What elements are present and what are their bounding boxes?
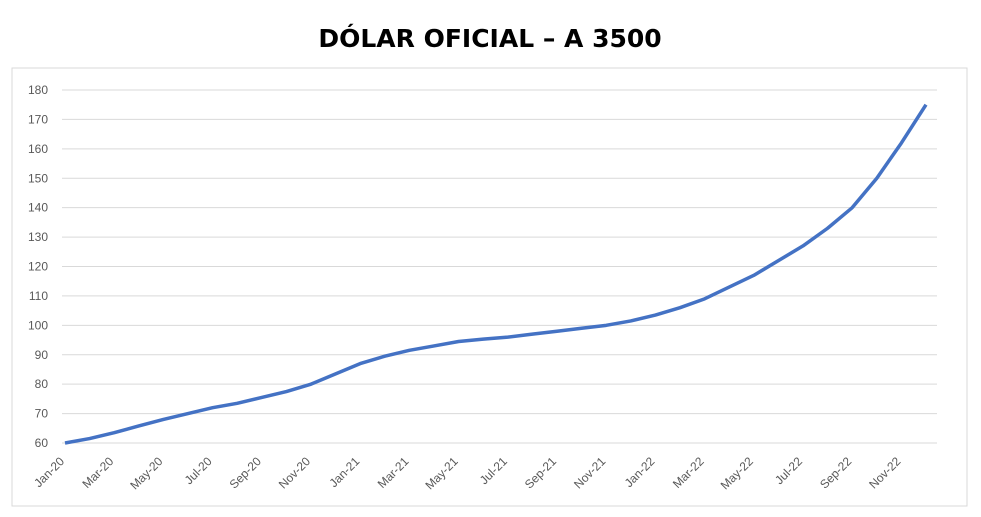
y-tick-label: 160 (28, 142, 48, 156)
y-tick-label: 60 (35, 436, 49, 450)
x-tick-label: May-22 (718, 454, 756, 492)
x-tick-label: Jan-20 (31, 454, 67, 490)
x-tick-label: Mar-21 (375, 454, 412, 491)
data-line (64, 103, 928, 445)
x-tick-label: Jan-21 (326, 454, 362, 490)
x-tick-label: Jul-22 (772, 454, 805, 487)
x-tick-label: Sep-22 (817, 454, 854, 491)
x-tick-label: Mar-20 (80, 454, 117, 491)
x-tick-label: Jan-22 (622, 454, 658, 490)
x-tick-label: May-20 (127, 454, 165, 492)
x-tick-label: Jul-20 (182, 454, 215, 487)
x-tick-label: Mar-22 (670, 454, 707, 491)
y-tick-label: 140 (28, 201, 48, 215)
y-tick-label: 90 (35, 348, 49, 362)
y-tick-label: 110 (29, 289, 48, 303)
x-tick-label: May-21 (423, 454, 461, 492)
y-tick-label: 130 (28, 230, 48, 244)
y-tick-label: 170 (28, 112, 48, 126)
chart-title: DÓLAR OFICIAL – A 3500 (318, 23, 661, 53)
y-tick-label: 180 (28, 83, 48, 97)
y-tick-label: 150 (28, 171, 48, 185)
x-tick-label: Sep-20 (227, 454, 264, 491)
x-tick-label: Nov-20 (276, 454, 313, 491)
x-tick-label: Jul-21 (477, 454, 510, 487)
x-tick-label: Sep-21 (522, 454, 559, 491)
x-tick-label: Nov-21 (571, 454, 608, 491)
x-tick-label: Nov-22 (866, 454, 903, 491)
plot-frame (11, 67, 968, 507)
y-tick-label: 80 (35, 377, 49, 391)
y-tick-label: 70 (35, 407, 49, 421)
y-tick-label: 120 (28, 260, 48, 274)
y-tick-label: 100 (28, 318, 48, 332)
